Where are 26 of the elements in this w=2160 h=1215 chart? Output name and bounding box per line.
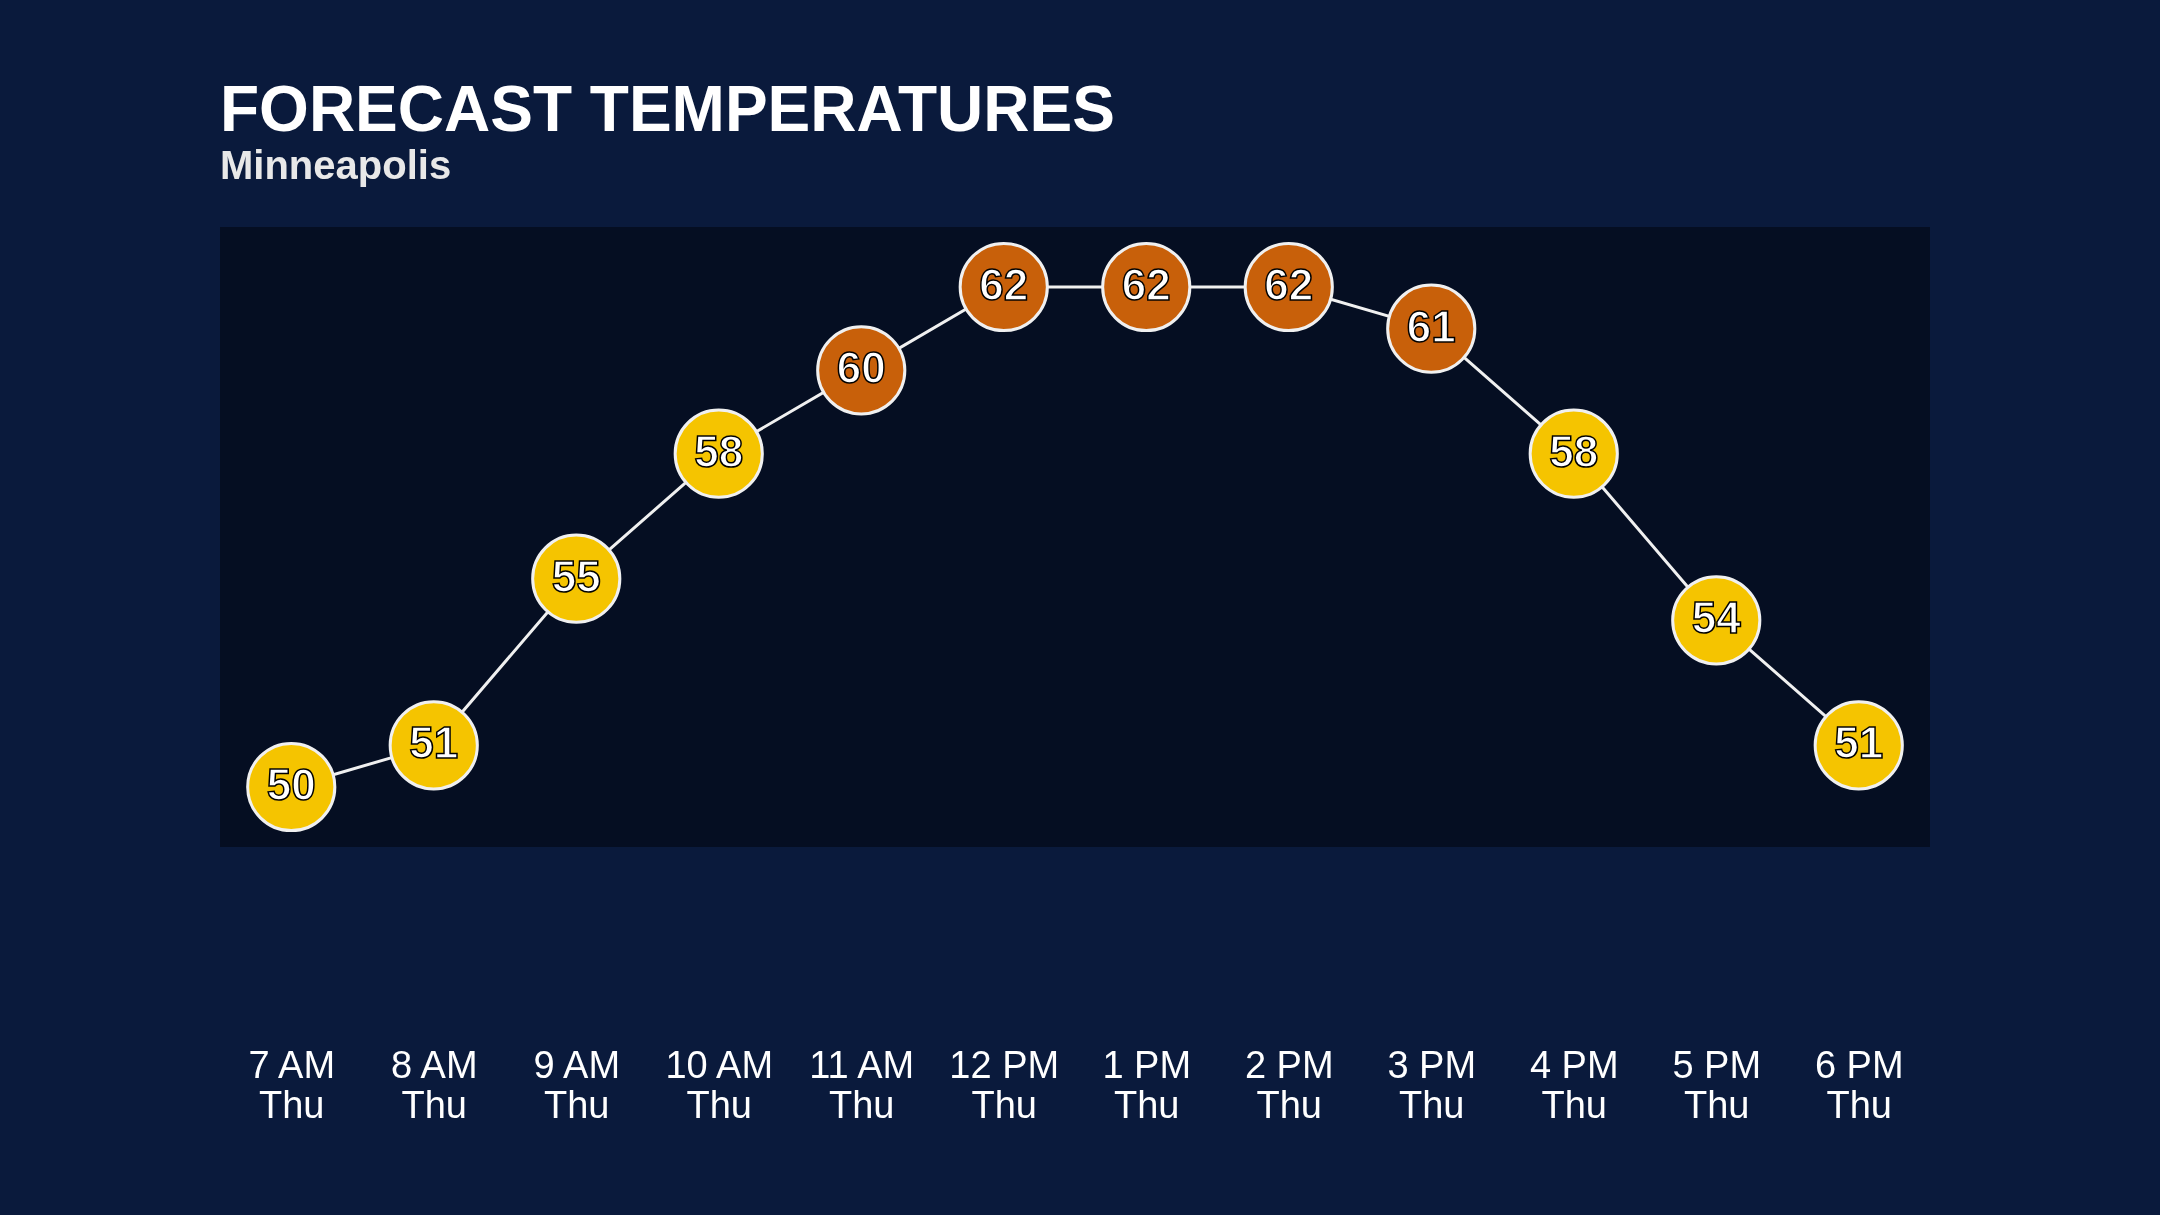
- data-label: 62: [1264, 260, 1314, 309]
- x-tick-label: 4 PM Thu: [1529, 1043, 1619, 1126]
- x-tick-label: 8 AM Thu: [390, 1043, 478, 1126]
- data-label: 51: [409, 718, 459, 768]
- data-label: 61: [1406, 301, 1456, 351]
- data-label: 58: [1549, 426, 1599, 476]
- x-tick-label: 10 AM Thu: [665, 1043, 774, 1126]
- data-label: 51: [1834, 718, 1884, 768]
- data-label: 58: [694, 426, 744, 476]
- chart-title: FORECAST TEMPERATURES: [220, 73, 1115, 145]
- x-tick-label: 6 PM Thu: [1814, 1043, 1904, 1126]
- data-label: 54: [1691, 593, 1742, 643]
- data-label: 62: [979, 260, 1029, 309]
- x-tick-label: 7 AM Thu: [248, 1043, 336, 1126]
- x-tick-label: 5 PM Thu: [1672, 1043, 1762, 1126]
- chart-subtitle: Minneapolis: [220, 143, 452, 187]
- data-label: 62: [1121, 260, 1171, 309]
- x-tick-label: 11 AM Thu: [809, 1043, 915, 1126]
- data-label: 50: [266, 760, 316, 809]
- x-tick-label: 3 PM Thu: [1387, 1043, 1477, 1126]
- x-tick-label: 12 PM Thu: [949, 1043, 1060, 1126]
- data-label: 60: [836, 343, 886, 393]
- x-tick-label: 2 PM Thu: [1244, 1043, 1334, 1126]
- data-label: 55: [551, 551, 601, 601]
- x-tick-label: 9 AM Thu: [533, 1043, 621, 1126]
- x-tick-label: 1 PM Thu: [1102, 1043, 1192, 1126]
